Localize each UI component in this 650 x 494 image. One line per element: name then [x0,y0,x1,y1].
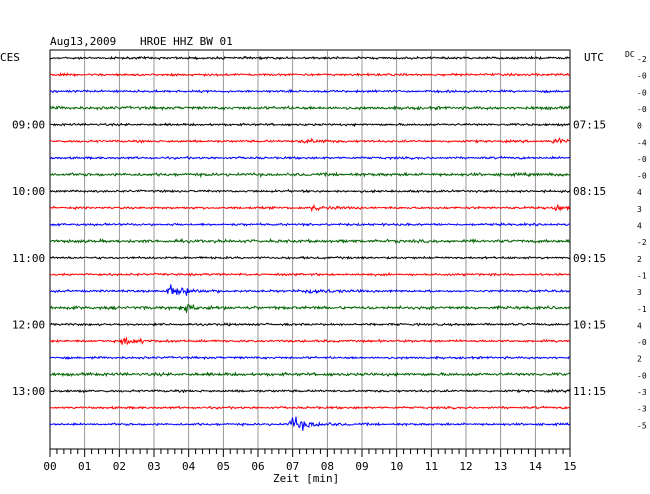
grid-layer [49,49,571,457]
left-hour-label: 12:00 [12,318,45,331]
left-timezone-label: CES [0,51,20,64]
seismic-trace [49,416,570,431]
x-tick-label: 07 [286,460,299,473]
dc-offset-label: 4 [637,321,642,330]
label-layer: 00 01 02 03 04 05 06 07 08 09 10 11 12 13 14 15-2-0-0-0… [12,55,647,473]
x-tick-label: 08 [321,460,334,473]
seismic-trace [49,336,570,346]
seismic-trace [49,271,571,277]
x-tick-label: 14 [529,460,543,473]
x-tick-label: 02 [113,460,126,473]
dc-offset-label: -0 [637,371,647,380]
seismic-trace [49,303,571,313]
seismic-trace [49,405,570,411]
seismic-trace [49,137,570,145]
seismic-trace [49,105,571,112]
seismic-trace [49,371,571,378]
seismic-trace [49,284,571,296]
seismic-trace [49,188,571,194]
seismic-trace [49,388,571,394]
seismic-trace [49,203,571,213]
x-tick-label: 03 [147,460,160,473]
right-hour-label: 11:15 [573,385,606,398]
right-timezone-label: UTC [584,51,604,64]
dc-offset-label: -0 [637,72,647,81]
dc-offset-label: 3 [637,288,642,297]
dc-offset-label: -2 [637,238,647,247]
seismic-trace [49,171,570,179]
right-hour-label: 09:15 [573,252,606,265]
trace-layer [49,55,571,431]
x-tick-label: 00 [43,460,56,473]
dc-header-label: DC [625,50,635,59]
dc-offset-label: 4 [637,188,642,197]
dc-offset-label: -0 [637,155,647,164]
x-tick-label: 09 [355,460,368,473]
left-hour-label: 10:00 [12,185,45,198]
chart-station: HROE HHZ BW 01 [140,35,233,48]
dc-offset-label: -5 [637,421,647,430]
dc-offset-label: 2 [637,255,642,264]
seismic-trace [49,221,570,228]
dc-offset-label: 2 [637,355,642,364]
dc-offset-label: -0 [637,88,647,97]
x-tick-label: 13 [494,460,507,473]
left-hour-label: 13:00 [12,385,45,398]
dc-offset-label: 4 [637,222,642,231]
chart-date: Aug13,2009 [50,35,116,48]
dc-offset-label: -0 [637,172,647,181]
dc-offset-label: -1 [637,305,647,314]
seismic-trace [49,155,571,161]
dc-offset-label: -1 [637,271,647,280]
dc-offset-label: 0 [637,122,642,131]
x-tick-label: 05 [217,460,230,473]
seismic-trace [50,322,570,327]
left-hour-label: 09:00 [12,119,45,132]
x-tick-label: 15 [563,460,576,473]
dc-offset-label: -4 [637,138,647,147]
right-hour-label: 10:15 [573,318,606,331]
x-axis-label: Zeit [min] [273,472,339,485]
seismic-trace [49,237,571,245]
dc-offset-label: -3 [637,388,647,397]
right-hour-label: 07:15 [573,119,606,132]
seismic-trace [49,71,571,78]
x-tick-label: 10 [390,460,403,473]
seismic-trace [49,55,570,61]
x-tick-label: 11 [425,460,438,473]
dc-offset-label: -0 [637,105,647,114]
seismic-trace [49,255,571,260]
seismic-trace [49,122,571,128]
dc-offset-label: -0 [637,338,647,347]
seismic-trace [49,355,571,361]
right-hour-label: 08:15 [573,185,606,198]
dc-offset-label: 3 [637,205,642,214]
x-tick-label: 12 [459,460,472,473]
seismic-trace [49,89,571,94]
x-tick-label: 04 [182,460,196,473]
left-hour-label: 11:00 [12,252,45,265]
x-tick-label: 06 [251,460,264,473]
dc-offset-label: -3 [637,405,647,414]
dc-offset-label: -2 [637,55,647,64]
x-tick-label: 01 [78,460,91,473]
plot-frame [49,49,571,450]
